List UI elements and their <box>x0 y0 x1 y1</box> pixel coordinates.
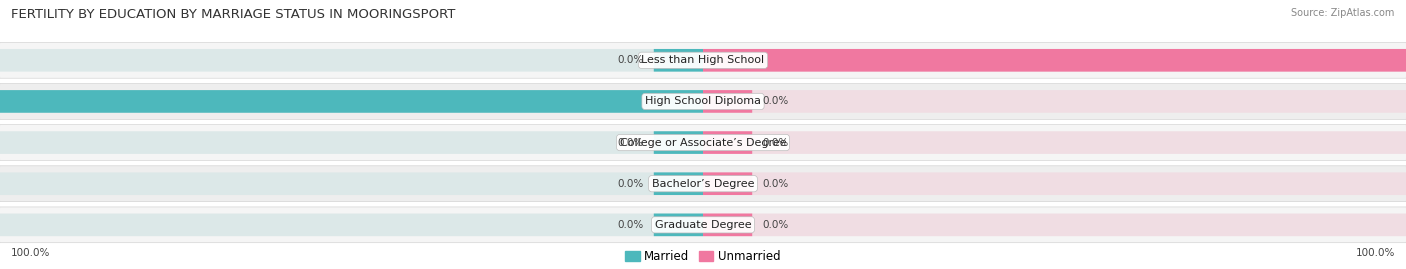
Legend: Married, Unmarried: Married, Unmarried <box>626 250 780 263</box>
FancyBboxPatch shape <box>0 207 1406 243</box>
FancyBboxPatch shape <box>703 131 1406 154</box>
Text: 0.0%: 0.0% <box>762 179 789 189</box>
Text: 100.0%: 100.0% <box>1355 248 1395 258</box>
FancyBboxPatch shape <box>654 131 703 154</box>
FancyBboxPatch shape <box>703 172 752 195</box>
FancyBboxPatch shape <box>0 90 703 113</box>
Text: 100.0%: 100.0% <box>11 248 51 258</box>
FancyBboxPatch shape <box>0 214 703 236</box>
FancyBboxPatch shape <box>0 125 1406 161</box>
FancyBboxPatch shape <box>703 131 752 154</box>
FancyBboxPatch shape <box>0 84 1406 119</box>
Text: 0.0%: 0.0% <box>762 96 789 107</box>
Text: Less than High School: Less than High School <box>641 55 765 65</box>
FancyBboxPatch shape <box>0 49 703 72</box>
FancyBboxPatch shape <box>703 49 1406 72</box>
FancyBboxPatch shape <box>703 172 1406 195</box>
FancyBboxPatch shape <box>0 172 703 195</box>
FancyBboxPatch shape <box>0 90 703 113</box>
Text: FERTILITY BY EDUCATION BY MARRIAGE STATUS IN MOORINGSPORT: FERTILITY BY EDUCATION BY MARRIAGE STATU… <box>11 8 456 21</box>
FancyBboxPatch shape <box>703 90 1406 113</box>
Text: Graduate Degree: Graduate Degree <box>655 220 751 230</box>
Text: 0.0%: 0.0% <box>617 55 644 65</box>
FancyBboxPatch shape <box>654 49 703 72</box>
FancyBboxPatch shape <box>703 214 1406 236</box>
FancyBboxPatch shape <box>703 49 1406 72</box>
FancyBboxPatch shape <box>0 166 1406 201</box>
FancyBboxPatch shape <box>654 214 703 236</box>
Text: 0.0%: 0.0% <box>762 137 789 148</box>
FancyBboxPatch shape <box>0 43 1406 78</box>
Text: 0.0%: 0.0% <box>617 220 644 230</box>
Text: Bachelor’s Degree: Bachelor’s Degree <box>652 179 754 189</box>
FancyBboxPatch shape <box>703 214 752 236</box>
Text: College or Associate’s Degree: College or Associate’s Degree <box>620 137 786 148</box>
FancyBboxPatch shape <box>703 90 752 113</box>
Text: High School Diploma: High School Diploma <box>645 96 761 107</box>
Text: 0.0%: 0.0% <box>617 137 644 148</box>
Text: 0.0%: 0.0% <box>762 220 789 230</box>
Text: 0.0%: 0.0% <box>617 179 644 189</box>
Text: Source: ZipAtlas.com: Source: ZipAtlas.com <box>1291 8 1395 18</box>
FancyBboxPatch shape <box>654 172 703 195</box>
FancyBboxPatch shape <box>0 131 703 154</box>
